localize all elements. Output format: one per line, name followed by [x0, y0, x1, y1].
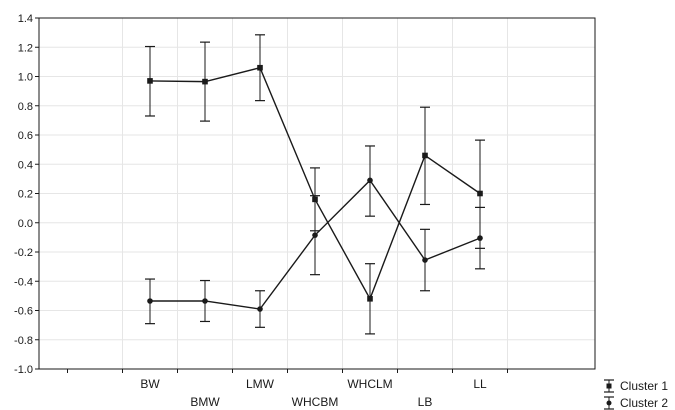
- x-axis: BW BMW LMW WHCBM WHCLM LB LL: [67, 369, 508, 409]
- data-point: [147, 78, 153, 84]
- data-point: [257, 64, 263, 71]
- data-point: [367, 296, 373, 302]
- y-tick-label: -0.6: [14, 306, 33, 318]
- series-layer: [145, 34, 485, 335]
- data-point: [367, 177, 373, 184]
- legend-label: Cluster 2: [620, 396, 668, 410]
- x-category-label: BMW: [190, 395, 220, 409]
- legend-item-1: Cluster 1: [604, 379, 668, 393]
- legend: Cluster 1 Cluster 2: [604, 379, 668, 410]
- x-category-label: WHCLM: [347, 377, 392, 391]
- y-tick-label: 0.2: [18, 189, 33, 201]
- x-category-label: LB: [418, 395, 433, 409]
- y-tick-label: 1.2: [18, 42, 33, 54]
- x-category-label: WHCBM: [292, 395, 339, 409]
- data-point: [477, 190, 483, 197]
- data-point: [422, 152, 428, 159]
- x-category-label: LL: [473, 377, 487, 391]
- legend-marker: [606, 383, 612, 389]
- y-tick-label: -0.2: [14, 247, 33, 259]
- y-axis: -1.0 -0.8 -0.6 -0.4 -0.2 0.0 0.2 0.4 0.6 0.8 1.0 1.…: [14, 13, 39, 376]
- data-point: [147, 298, 153, 304]
- x-category-label: BW: [140, 377, 160, 391]
- data-point: [257, 306, 263, 312]
- y-tick-label: 0.4: [18, 159, 33, 171]
- y-tick-label: 1.0: [18, 72, 33, 84]
- y-tick-label: 0.8: [18, 101, 33, 113]
- y-tick-label: 1.4: [18, 13, 33, 25]
- x-category-label: LMW: [246, 377, 275, 391]
- y-tick-label: -0.8: [14, 335, 33, 347]
- data-point: [312, 232, 318, 238]
- gridlines: [39, 18, 595, 369]
- y-tick-label: 0.6: [18, 130, 33, 142]
- data-point: [477, 235, 483, 241]
- legend-marker: [606, 400, 612, 406]
- y-tick-label: -1.0: [14, 364, 33, 376]
- y-tick-label: -0.4: [14, 276, 33, 288]
- series-2: [145, 145, 485, 328]
- y-tick-label: 0.0: [18, 218, 33, 230]
- legend-item-2: Cluster 2: [604, 396, 668, 410]
- data-point: [202, 298, 208, 304]
- data-point: [422, 257, 428, 263]
- data-point: [202, 78, 208, 85]
- legend-label: Cluster 1: [620, 379, 668, 393]
